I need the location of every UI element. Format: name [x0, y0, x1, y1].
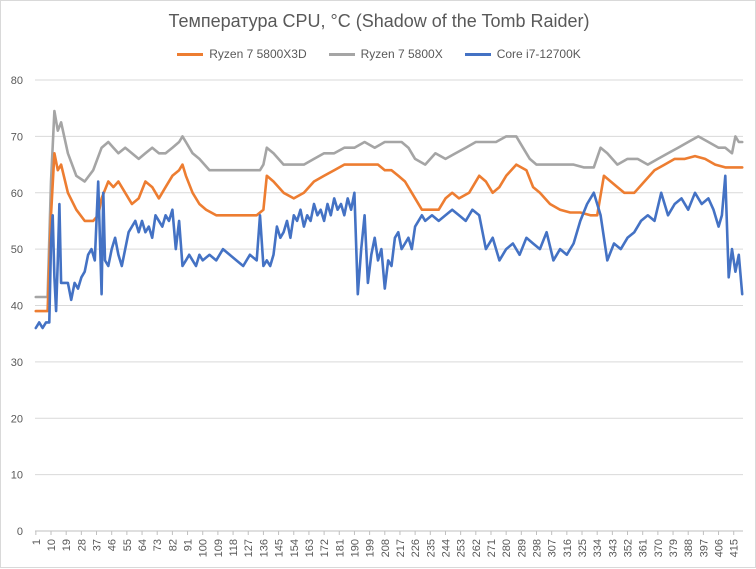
x-tick-label: 352	[623, 539, 635, 557]
x-tick-label: 217	[395, 539, 407, 557]
x-tick-label: 73	[152, 539, 164, 551]
x-tick-label: 280	[501, 539, 513, 557]
legend-label-core-i7-12700k: Core i7-12700K	[496, 47, 581, 61]
x-tick-label: 10	[46, 539, 58, 551]
x-tick-label: 127	[243, 539, 255, 557]
x-tick-label: 154	[289, 539, 301, 557]
y-tick-label: 10	[11, 470, 23, 482]
x-tick-label: 64	[137, 539, 149, 551]
x-tick-label: 415	[729, 539, 741, 557]
x-tick-label: 46	[107, 539, 119, 551]
x-tick-label: 181	[334, 539, 346, 557]
x-tick-label: 19	[61, 539, 73, 551]
x-tick-label: 190	[349, 539, 361, 557]
series-line-ryzen-7-5800x3d	[34, 152, 744, 313]
legend-swatch-core-i7-12700k	[464, 52, 491, 56]
x-tick-label: 28	[76, 539, 88, 551]
x-tick-label: 316	[562, 539, 574, 557]
x-tick-label: 388	[683, 539, 695, 557]
series-line-core-i7-12700k	[34, 174, 744, 330]
x-tick-label: 262	[471, 539, 483, 557]
x-tick-label: 307	[547, 539, 559, 557]
y-tick-label: 50	[11, 244, 23, 256]
legend-swatch-ryzen-5800x	[328, 52, 355, 56]
x-tick-label: 325	[577, 539, 589, 557]
legend-label-ryzen-5800x3d: Ryzen 7 5800X3D	[209, 47, 307, 61]
chart-title: Температура CPU, °C (Shadow of the Tomb …	[168, 11, 590, 31]
x-tick-label: 91	[183, 539, 195, 551]
x-tick-label: 163	[304, 539, 316, 557]
y-tick-label: 20	[11, 413, 23, 425]
y-tick-label: 60	[11, 188, 23, 200]
x-tick-label: 370	[653, 539, 665, 557]
x-tick-label: 118	[228, 539, 240, 557]
legend-label-ryzen-5800x: Ryzen 7 5800X	[360, 47, 443, 61]
legend-item-ryzen-5800x3d: Ryzen 7 5800X3D	[177, 47, 307, 61]
x-tick-label: 361	[638, 539, 650, 557]
x-tick-label: 37	[92, 539, 104, 551]
series-line-ryzen-7-5800x	[34, 109, 744, 299]
legend-swatch-ryzen-5800x3d	[177, 52, 204, 56]
x-tick-label: 136	[258, 539, 270, 557]
x-tick-label: 244	[440, 539, 452, 557]
y-tick-label: 70	[11, 131, 23, 143]
y-tick-label: 80	[11, 75, 23, 87]
x-tick-label: 379	[668, 539, 680, 557]
x-tick-label: 226	[410, 539, 422, 557]
legend-item-core-i7-12700k: Core i7-12700K	[464, 47, 581, 61]
x-tick-label: 343	[607, 539, 619, 557]
x-tick-label: 253	[456, 539, 468, 557]
x-tick-label: 271	[486, 539, 498, 557]
x-tick-label: 55	[122, 539, 134, 551]
y-tick-label: 0	[17, 526, 23, 538]
x-tick-label: 289	[516, 539, 528, 557]
x-tick-label: 208	[380, 539, 392, 557]
x-tick-label: 397	[698, 539, 710, 557]
x-tick-label: 82	[167, 539, 179, 551]
x-tick-label: 172	[319, 539, 331, 557]
x-tick-label: 334	[592, 539, 604, 557]
x-tick-label: 100	[198, 539, 210, 557]
y-tick-label: 40	[11, 301, 23, 313]
x-tick-label: 199	[365, 539, 377, 557]
x-tick-label: 145	[274, 539, 286, 557]
x-tick-label: 1	[31, 539, 43, 545]
legend: Ryzen 7 5800X3D Ryzen 7 5800X Core i7-12…	[1, 47, 756, 61]
x-tick-label: 298	[532, 539, 544, 557]
x-tick-label: 406	[714, 539, 726, 557]
y-tick-label: 30	[11, 357, 23, 369]
x-tick-label: 109	[213, 539, 225, 557]
legend-item-ryzen-5800x: Ryzen 7 5800X	[328, 47, 443, 61]
x-tick-label: 235	[425, 539, 437, 557]
